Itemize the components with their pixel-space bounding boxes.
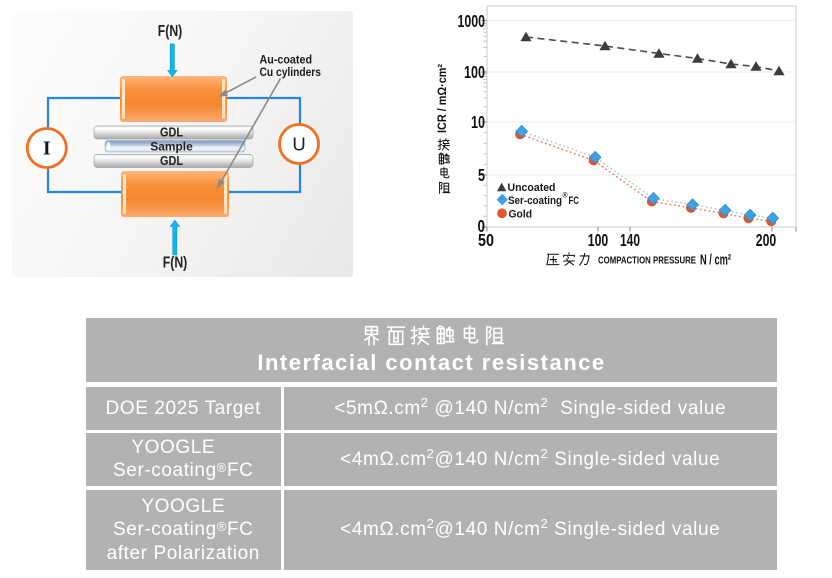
svg-text:10: 10: [471, 112, 485, 132]
svg-text:N / cm²: N / cm²: [700, 252, 731, 269]
svg-text:200: 200: [756, 230, 777, 250]
svg-text:1000: 1000: [458, 11, 486, 31]
svg-text:140: 140: [620, 230, 640, 250]
svg-text:I: I: [43, 139, 51, 160]
svg-text:Sample: Sample: [150, 140, 193, 154]
svg-text:F(N): F(N): [158, 23, 183, 40]
svg-text:Cu cylinders: Cu cylinders: [260, 65, 322, 79]
svg-text:100: 100: [464, 62, 485, 82]
svg-text:GDL: GDL: [160, 154, 183, 168]
svg-text:ICR / mΩ·cm²: ICR / mΩ·cm²: [435, 64, 449, 133]
svg-text:Gold: Gold: [509, 208, 533, 220]
svg-text:Uncoated: Uncoated: [508, 182, 556, 194]
svg-text:0: 0: [478, 216, 486, 236]
svg-text:®: ®: [563, 192, 569, 200]
svg-text:U: U: [292, 134, 305, 155]
svg-text:FC: FC: [569, 195, 580, 207]
svg-text:100: 100: [588, 230, 609, 250]
svg-text:Ser-coating: Ser-coating: [508, 195, 562, 207]
svg-text:50: 50: [478, 230, 494, 250]
svg-text:COMPACTION PRESSURE: COMPACTION PRESSURE: [598, 255, 696, 267]
svg-text:GDL: GDL: [160, 126, 183, 140]
svg-text:F(N): F(N): [163, 255, 188, 272]
svg-text:5: 5: [478, 165, 485, 185]
svg-text:Au-coated: Au-coated: [260, 53, 313, 67]
